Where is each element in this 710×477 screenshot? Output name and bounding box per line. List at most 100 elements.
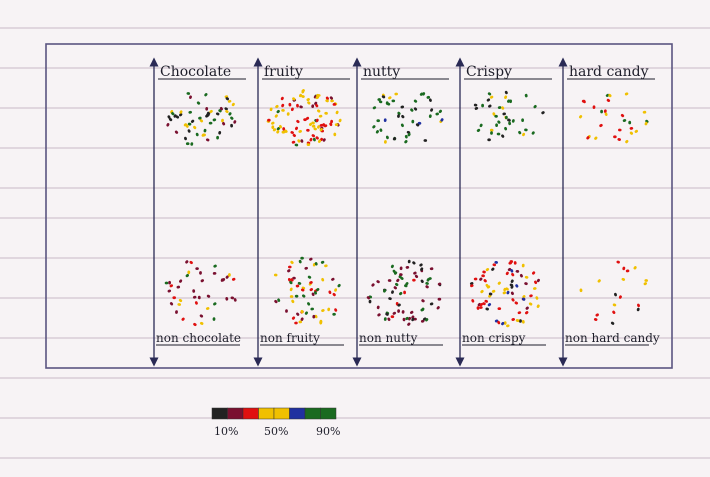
dot-crispy-top — [487, 92, 492, 96]
dot-chocolate-top — [190, 119, 195, 123]
dot-fruity-top — [317, 139, 322, 143]
dot-chocolate-top — [179, 113, 183, 117]
dot-fruity-top — [338, 118, 342, 123]
dot-chocolate-top — [227, 99, 232, 103]
dot-chocolate-bottom — [181, 317, 185, 321]
dot-nutty-top — [386, 102, 391, 106]
dot-fruity-bottom — [292, 276, 296, 280]
dot-nutty-bottom — [376, 280, 380, 284]
dot-chocolate-top — [199, 119, 204, 123]
dot-crispy-top — [509, 99, 513, 104]
dot-crispy-bottom — [536, 304, 540, 308]
dot-chocolate-bottom — [176, 285, 181, 289]
dot-chocolate-top — [195, 132, 199, 137]
dot-fruity-top — [292, 133, 296, 137]
dot-nutty-top — [428, 114, 432, 118]
dot-fruity-bottom — [300, 288, 305, 292]
dot-crispy-top — [487, 138, 491, 142]
dot-chocolate-top — [222, 121, 226, 126]
dot-fruity-bottom — [300, 309, 304, 314]
dot-nutty-bottom — [425, 318, 429, 322]
dot-fruity-top — [335, 110, 339, 115]
dot-crispy-bottom — [479, 306, 483, 309]
dot-fruity-top — [329, 122, 333, 127]
dot-crispy-bottom — [515, 319, 520, 322]
dot-chocolate-top — [212, 118, 217, 122]
dot-fruity-top — [311, 104, 315, 108]
dot-nutty-top — [394, 92, 398, 96]
legend-swatch — [211, 407, 228, 420]
dot-fruity-top — [295, 126, 298, 131]
dot-hard-candy-top — [634, 129, 638, 133]
dot-fruity-top — [288, 102, 292, 107]
legend-tick: 10% — [214, 425, 238, 438]
dot-fruity-bottom — [311, 292, 315, 297]
dot-fruity-top — [297, 139, 301, 143]
dot-nutty-bottom — [405, 282, 409, 286]
dot-nutty-top — [388, 96, 392, 100]
legend-swatch — [273, 407, 290, 420]
dot-fruity-bottom — [310, 307, 314, 311]
dot-fruity-bottom — [295, 284, 300, 288]
dot-hard-candy-top — [581, 99, 586, 103]
dot-chocolate-bottom — [192, 289, 196, 293]
dot-fruity-top — [306, 143, 311, 147]
dot-crispy-bottom — [517, 311, 522, 315]
dot-crispy-top — [504, 90, 508, 95]
dot-fruity-bottom — [285, 309, 288, 313]
dot-crispy-bottom — [481, 274, 485, 278]
dot-crispy-top — [496, 132, 501, 136]
dot-chocolate-top — [209, 109, 213, 114]
dot-fruity-top — [322, 138, 326, 142]
dot-crispy-bottom — [502, 291, 507, 295]
dot-crispy-bottom — [506, 290, 510, 295]
dot-fruity-bottom — [332, 312, 336, 316]
dot-nutty-bottom — [405, 316, 409, 321]
dot-chocolate-bottom — [169, 302, 174, 306]
dot-nutty-bottom — [437, 297, 442, 301]
dot-fruity-top — [286, 112, 290, 116]
dot-nutty-bottom — [390, 264, 394, 269]
dot-chocolate-bottom — [164, 281, 169, 285]
dot-nutty-bottom — [425, 285, 429, 289]
dot-chocolate-bottom — [212, 317, 216, 321]
dot-crispy-top — [541, 111, 545, 115]
dot-chocolate-top — [175, 115, 180, 119]
dot-crispy-top — [494, 114, 498, 118]
dot-chocolate-top — [174, 130, 179, 134]
dot-nutty-top — [400, 105, 405, 109]
dot-crispy-bottom — [509, 260, 514, 263]
dot-nutty-top — [397, 111, 401, 116]
dot-chocolate-top — [202, 133, 206, 137]
dot-fruity-top — [292, 97, 296, 101]
dot-hard-candy-top — [622, 119, 627, 122]
dot-chocolate-bottom — [185, 274, 189, 278]
label-top-fruity: fruity — [264, 64, 303, 80]
dot-nutty-top — [404, 140, 408, 144]
dot-crispy-bottom — [506, 324, 510, 328]
dot-fruity-bottom — [337, 283, 341, 288]
dot-hard-candy-bottom — [644, 279, 648, 282]
dot-crispy-top — [533, 104, 537, 109]
dot-crispy-bottom — [480, 290, 484, 294]
dot-crispy-top — [522, 132, 526, 137]
dot-fruity-top — [298, 129, 302, 133]
legend-swatch — [242, 407, 259, 420]
dot-crispy-bottom — [511, 318, 515, 321]
legend-swatch — [227, 407, 244, 420]
dot-crispy-bottom — [536, 278, 540, 283]
dot-fruity-top — [324, 111, 328, 115]
dot-crispy-top — [490, 131, 493, 135]
dot-fruity-top — [299, 105, 303, 109]
dot-fruity-top — [290, 131, 294, 134]
dot-fruity-bottom — [273, 273, 278, 277]
dot-crispy-top — [497, 120, 501, 124]
dot-nutty-bottom — [408, 316, 411, 321]
dot-fruity-bottom — [277, 298, 281, 302]
dot-hard-candy-bottom — [618, 295, 622, 299]
dot-nutty-bottom — [394, 271, 398, 275]
dot-fruity-bottom — [332, 292, 336, 297]
dot-nutty-bottom — [421, 307, 425, 312]
dot-fruity-bottom — [287, 278, 291, 282]
